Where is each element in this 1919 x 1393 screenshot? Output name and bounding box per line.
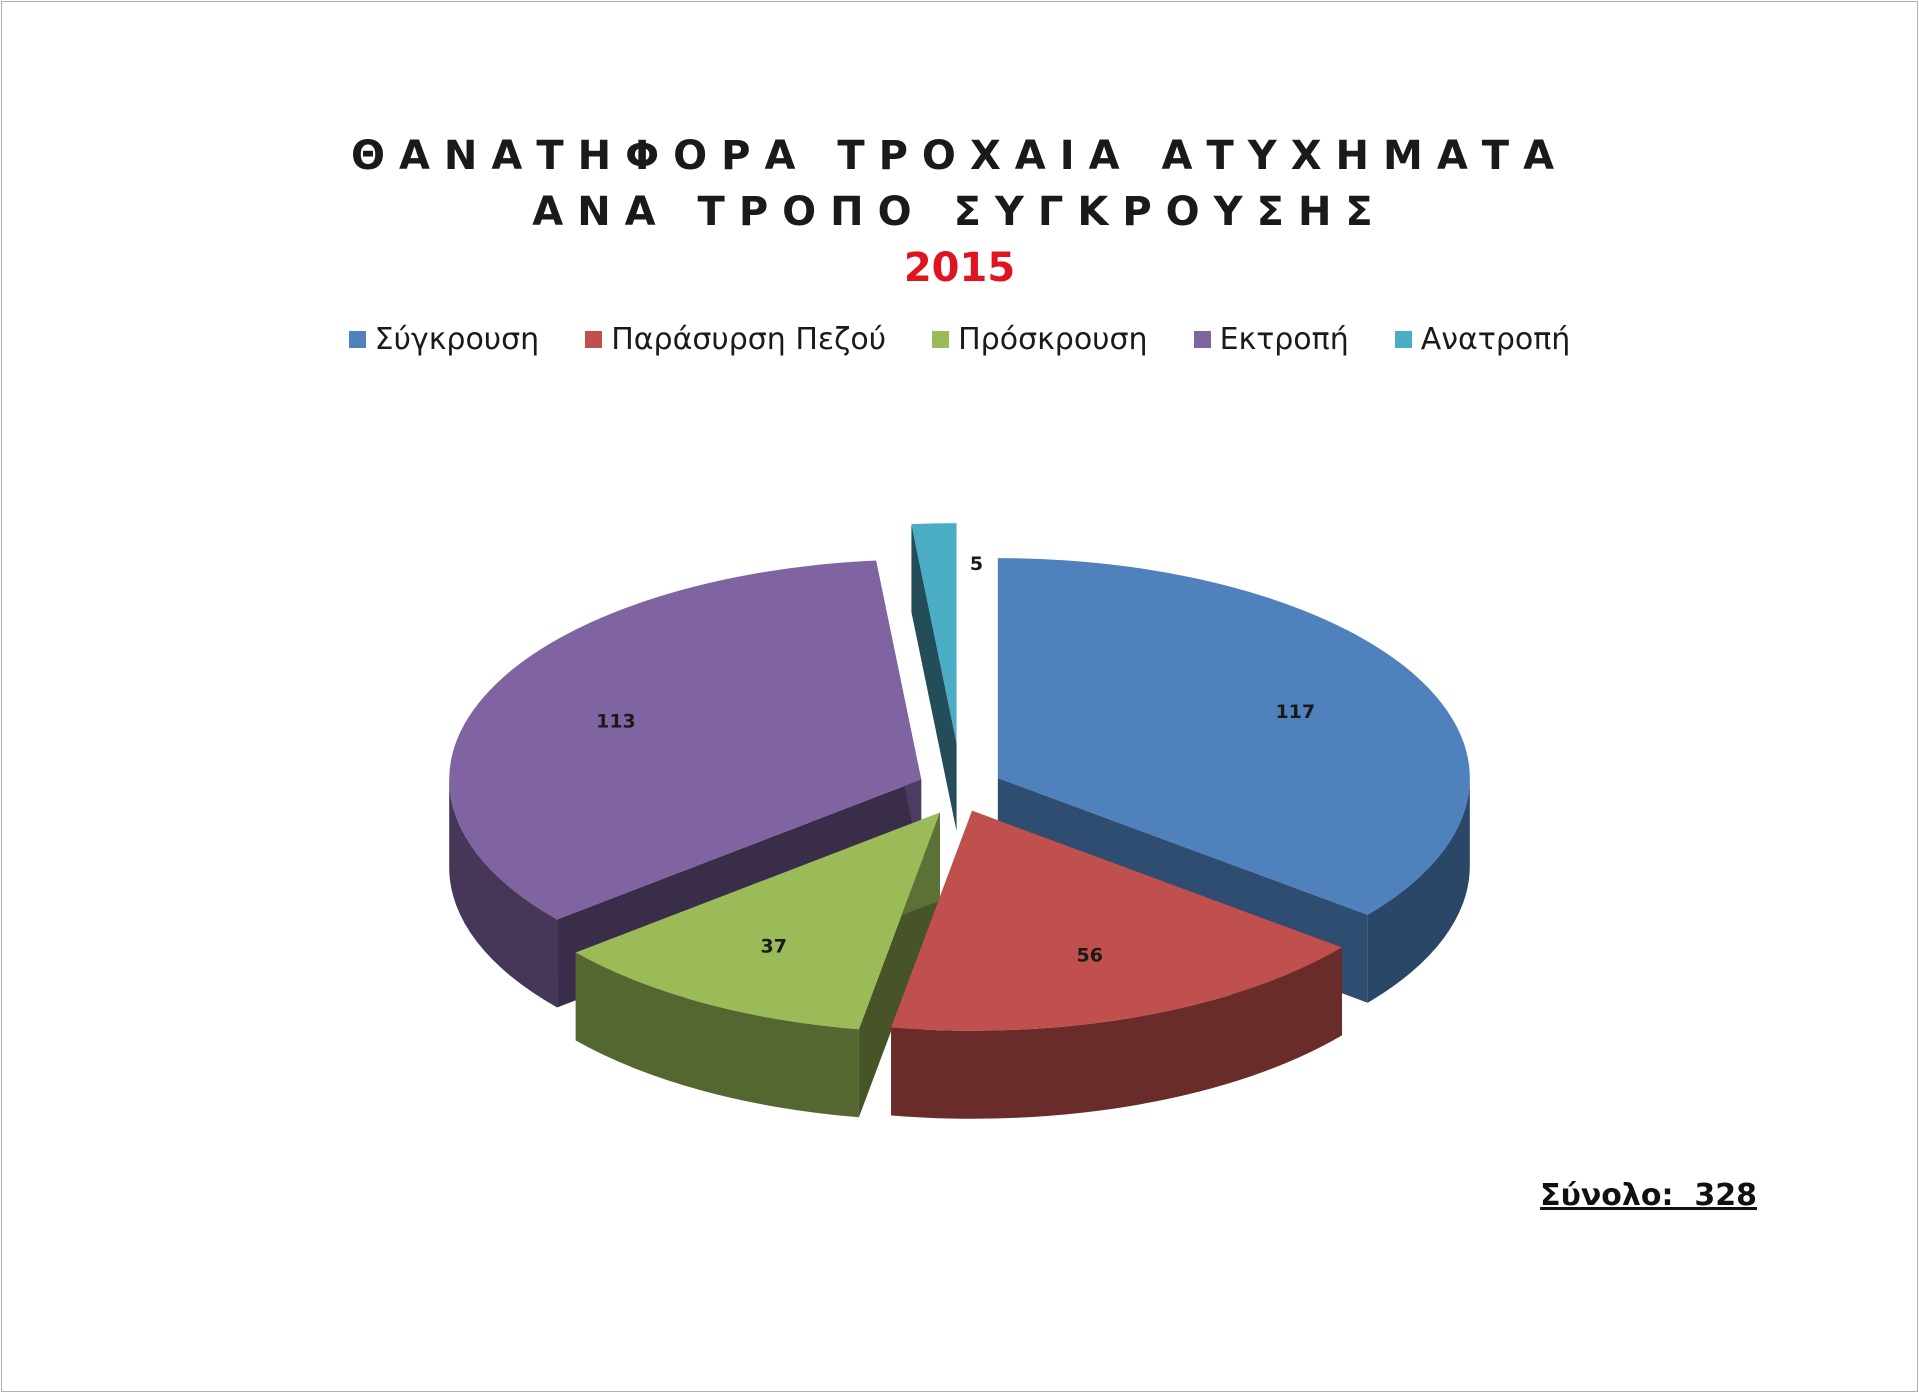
legend-swatch	[932, 331, 950, 348]
legend-label: Εκτροπή	[1219, 322, 1349, 357]
chart-title-line-1: ΘΑΝΑΤΗΦΟΡΑ ΤΡΟΧΑΙΑ ΑΤΥΧΗΜΑΤΑ	[350, 133, 1569, 179]
pie-slice-4	[911, 523, 957, 744]
data-label-1: 56	[1076, 945, 1102, 967]
data-label-2: 37	[761, 936, 787, 958]
chart-title: ΘΑΝΑΤΗΦΟΡΑ ΤΡΟΧΑΙΑ ΑΤΥΧΗΜΑΤΑ ΑΝΑ ΤΡΟΠΟ Σ…	[0, 128, 1919, 296]
legend-item-ektropi: Εκτροπή	[1193, 322, 1349, 357]
legend-label: Πρόσκρουση	[958, 322, 1148, 357]
legend-label: Παράσυρση Πεζού	[611, 322, 887, 357]
data-label-4: 5	[970, 553, 983, 575]
data-label-3: 113	[596, 711, 636, 733]
legend-item-sygkrousi: Σύγκρουση	[348, 322, 540, 357]
chart-legend: Σύγκρουση Παράσυρση Πεζού Πρόσκρουση Εκτ…	[0, 322, 1919, 357]
chart-title-line-2: ΑΝΑ ΤΡΟΠΟ ΣΥΓΚΡΟΥΣΗΣ	[532, 189, 1387, 235]
pie-slice-1	[891, 810, 1342, 1031]
pie-slice-wall	[911, 524, 957, 832]
total-label: Σύνολο: 328	[1540, 1178, 1757, 1213]
pie-tops	[449, 523, 1470, 1031]
data-label-0: 117	[1275, 701, 1315, 723]
chart-title-year: 2015	[903, 245, 1016, 291]
pie-slice-rim	[891, 947, 1342, 1119]
pie-slice-0	[997, 558, 1470, 915]
legend-swatch	[348, 331, 366, 348]
legend-item-anatropi: Ανατροπή	[1394, 322, 1571, 357]
pie-slice-rim	[575, 952, 859, 1118]
pie-slice-rim	[449, 779, 558, 1008]
pie-slice-2	[575, 812, 940, 1030]
legend-item-proskrousi: Πρόσκρουση	[932, 322, 1148, 357]
pie-labels: 117 56 37 113 5	[596, 553, 1315, 967]
pie-slice-3	[449, 560, 922, 920]
legend-item-parasyrsi-pezou: Παράσυρση Πεζού	[585, 322, 886, 357]
legend-label: Ανατροπή	[1420, 322, 1571, 357]
legend-swatch	[1394, 331, 1412, 348]
pie-slice-rim	[1367, 778, 1470, 1003]
legend-swatch	[585, 331, 603, 348]
legend-label: Σύγκρουση	[374, 322, 540, 357]
legend-swatch	[1193, 331, 1211, 348]
